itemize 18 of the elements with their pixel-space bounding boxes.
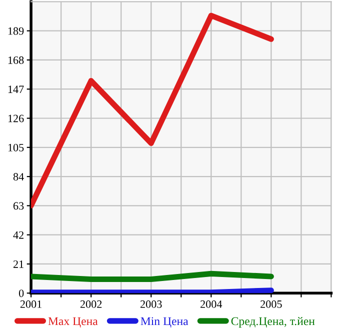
y-tick-label: 0 (18, 290, 24, 298)
x-tick-label: 2004 (200, 300, 222, 308)
y-tick-label: 126 (8, 114, 24, 122)
y-tick-label: 147 (8, 86, 24, 93)
y-tick-label: 84 (13, 173, 24, 181)
x-tick-label: 2003 (140, 300, 162, 308)
x-tick-label: 2002 (80, 300, 102, 308)
x-tick-label: 2005 (260, 300, 282, 308)
y-tick-label: 189 (8, 27, 24, 35)
legend-label: Min Цена (140, 317, 188, 328)
legend-label: Max Цена (48, 317, 98, 328)
y-tick-label: 105 (8, 144, 24, 152)
legend-label: Сред.Цена, т.йен (231, 316, 315, 328)
y-tick-label: 21 (13, 260, 24, 268)
y-tick-label: 63 (13, 202, 24, 210)
y-tick-label: 168 (8, 56, 24, 64)
y-tick-label: 42 (13, 231, 24, 239)
x-tick-label: 2001 (20, 300, 42, 308)
